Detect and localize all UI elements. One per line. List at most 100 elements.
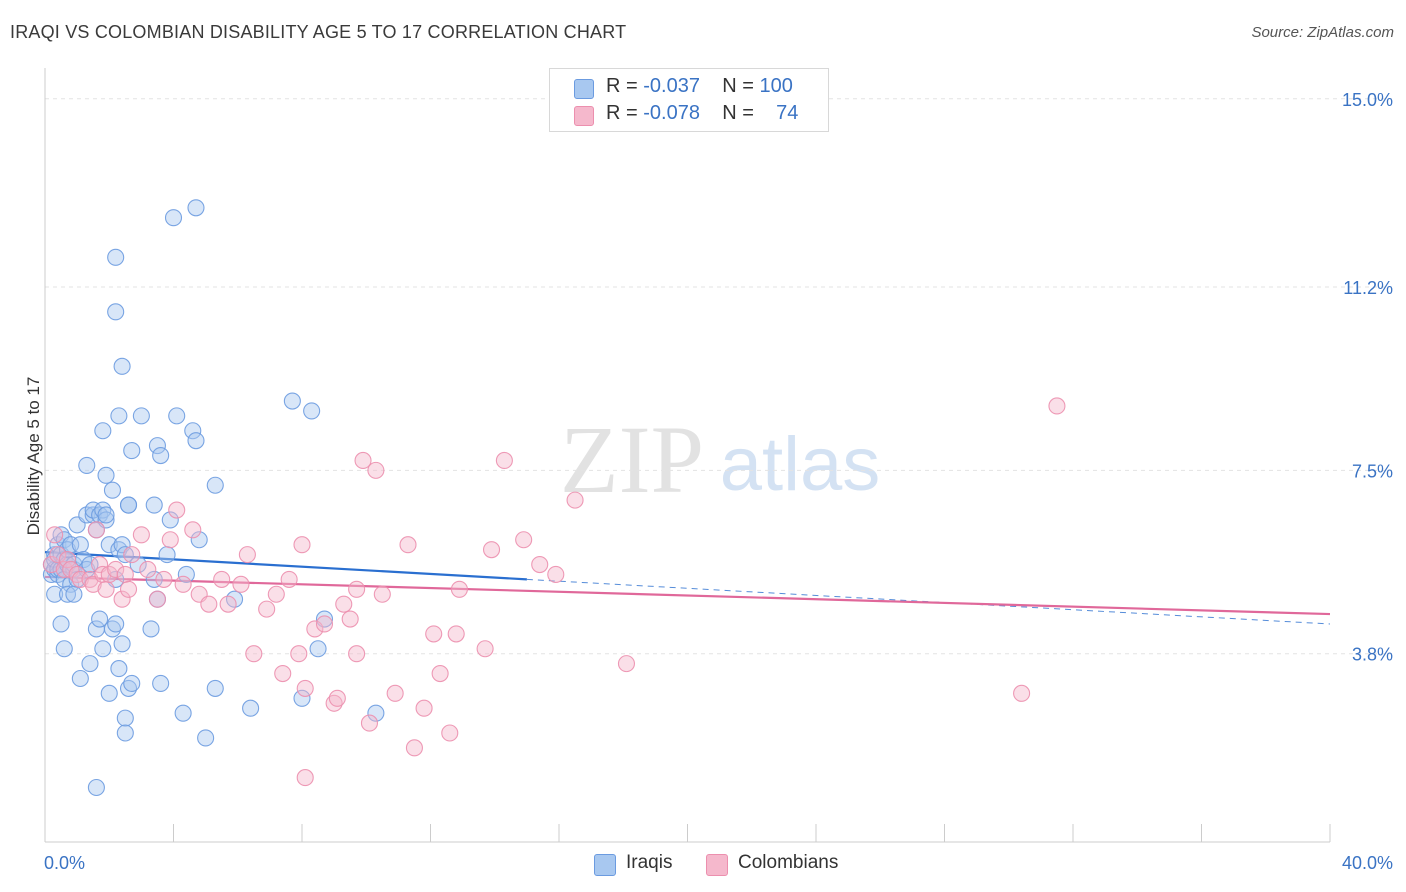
- colombian-point: [42, 555, 60, 574]
- colombian-point: [348, 645, 366, 663]
- watermark: ZIP atlas: [560, 406, 880, 513]
- iraqi-point: [187, 199, 205, 217]
- iraqi-point: [293, 689, 311, 707]
- colombian-point: [306, 620, 324, 638]
- colombian-point: [405, 739, 423, 757]
- colombian-point: [476, 640, 494, 658]
- iraqi-point: [113, 635, 131, 653]
- colombian-point: [399, 536, 417, 554]
- colombian-point: [174, 575, 192, 593]
- legend-swatch-iraqis: [594, 854, 616, 876]
- y-tick-label: 15.0%: [1342, 90, 1393, 110]
- colombian-point: [296, 769, 314, 787]
- colombian-point: [495, 451, 513, 470]
- colombian-point: [123, 546, 141, 564]
- trend-line-iraqis: [44, 551, 527, 581]
- colombian-point: [161, 531, 179, 549]
- legend-label-iraqis: Iraqis: [626, 852, 673, 873]
- iraqi-point: [110, 407, 128, 425]
- iraqi-point: [283, 392, 301, 410]
- iraqi-point: [52, 615, 70, 633]
- iraqi-point: [58, 585, 77, 603]
- watermark-atlas: atlas: [720, 422, 881, 507]
- iraqi-point: [107, 303, 125, 321]
- legend-swatch-colombians: [574, 106, 594, 126]
- colombian-point: [238, 546, 256, 564]
- colombian-point: [168, 501, 186, 519]
- colombian-point: [71, 570, 89, 588]
- iraqi-point: [81, 555, 99, 574]
- y-tick-label: 3.8%: [1352, 645, 1393, 665]
- colombian-point: [566, 491, 584, 509]
- iraqi-point: [152, 446, 170, 465]
- iraqi-point: [177, 565, 195, 583]
- iraqi-point: [123, 442, 141, 460]
- colombian-point: [315, 615, 334, 633]
- legend-r-label: R =: [606, 102, 644, 124]
- colombian-point: [617, 655, 636, 673]
- y-tick-label: 11.2%: [1343, 278, 1393, 298]
- colombian-point: [335, 595, 353, 613]
- colombian-point: [107, 560, 125, 579]
- iraqi-point: [103, 481, 122, 499]
- iraqi-point: [116, 709, 134, 727]
- iraqi-point: [187, 432, 205, 450]
- colombian-point: [1048, 397, 1066, 415]
- colombian-point: [348, 580, 366, 598]
- iraqi-point: [81, 655, 99, 673]
- colombian-point: [119, 580, 138, 598]
- iraqi-point: [242, 699, 260, 717]
- colombian-point: [482, 541, 501, 559]
- iraqi-point: [110, 660, 128, 678]
- source-credit: Source: ZipAtlas.com: [1251, 24, 1394, 41]
- trend-line-colombians: [44, 575, 1331, 616]
- legend-r-value: -0.037: [643, 75, 700, 97]
- colombian-point: [373, 585, 391, 603]
- iraqi-point: [174, 704, 192, 722]
- iraqi-point: [94, 640, 112, 658]
- iraqi-point: [55, 640, 73, 658]
- iraqi-point: [58, 541, 77, 559]
- series-iraqis: [42, 199, 385, 797]
- legend-label-colombians: Colombians: [738, 852, 839, 873]
- iraqi-point: [113, 357, 131, 375]
- colombian-point: [87, 521, 105, 539]
- iraqi-point: [100, 684, 118, 702]
- legend-swatch-iraqis: [574, 79, 594, 99]
- colombian-point: [132, 526, 150, 544]
- colombian-point: [184, 521, 202, 539]
- colombian-point: [267, 585, 285, 603]
- iraqi-point: [119, 496, 138, 514]
- x-tick-label: 0.0%: [44, 853, 85, 873]
- colombian-point: [49, 546, 67, 564]
- chart-title: IRAQI VS COLOMBIAN DISABILITY AGE 5 TO 1…: [10, 22, 627, 42]
- colombian-point: [325, 694, 343, 712]
- iraqi-point: [94, 422, 112, 440]
- colombian-point: [296, 679, 314, 697]
- iraqi-point: [65, 585, 83, 603]
- iraqi-point: [158, 546, 176, 564]
- colombian-point: [155, 570, 173, 588]
- colombian-point: [531, 555, 549, 574]
- iraqi-point: [46, 585, 64, 603]
- colombian-point: [219, 595, 237, 613]
- colombian-point: [148, 590, 166, 608]
- colombian-point: [431, 664, 449, 683]
- iraqi-point: [103, 620, 122, 638]
- iraqi-point: [164, 209, 183, 227]
- iraqi-point: [197, 729, 215, 747]
- iraqi-point: [97, 466, 115, 484]
- legend-r-value: -0.078: [643, 102, 700, 124]
- legend-swatch-colombians: [706, 854, 728, 876]
- iraqi-point: [145, 496, 163, 514]
- legend-n-label: N =: [722, 102, 760, 124]
- iraqi-point: [184, 422, 202, 440]
- iraqi-point: [145, 570, 163, 588]
- legend-n-value: 74: [776, 102, 799, 124]
- colombian-point: [274, 664, 292, 683]
- iraqi-point: [71, 536, 89, 554]
- tick-labels: 3.8% 7.5% 11.2% 15.0% 0.0% 40.0%: [44, 90, 1393, 873]
- iraqi-point: [100, 536, 118, 554]
- watermark-zip: ZIP: [560, 406, 704, 513]
